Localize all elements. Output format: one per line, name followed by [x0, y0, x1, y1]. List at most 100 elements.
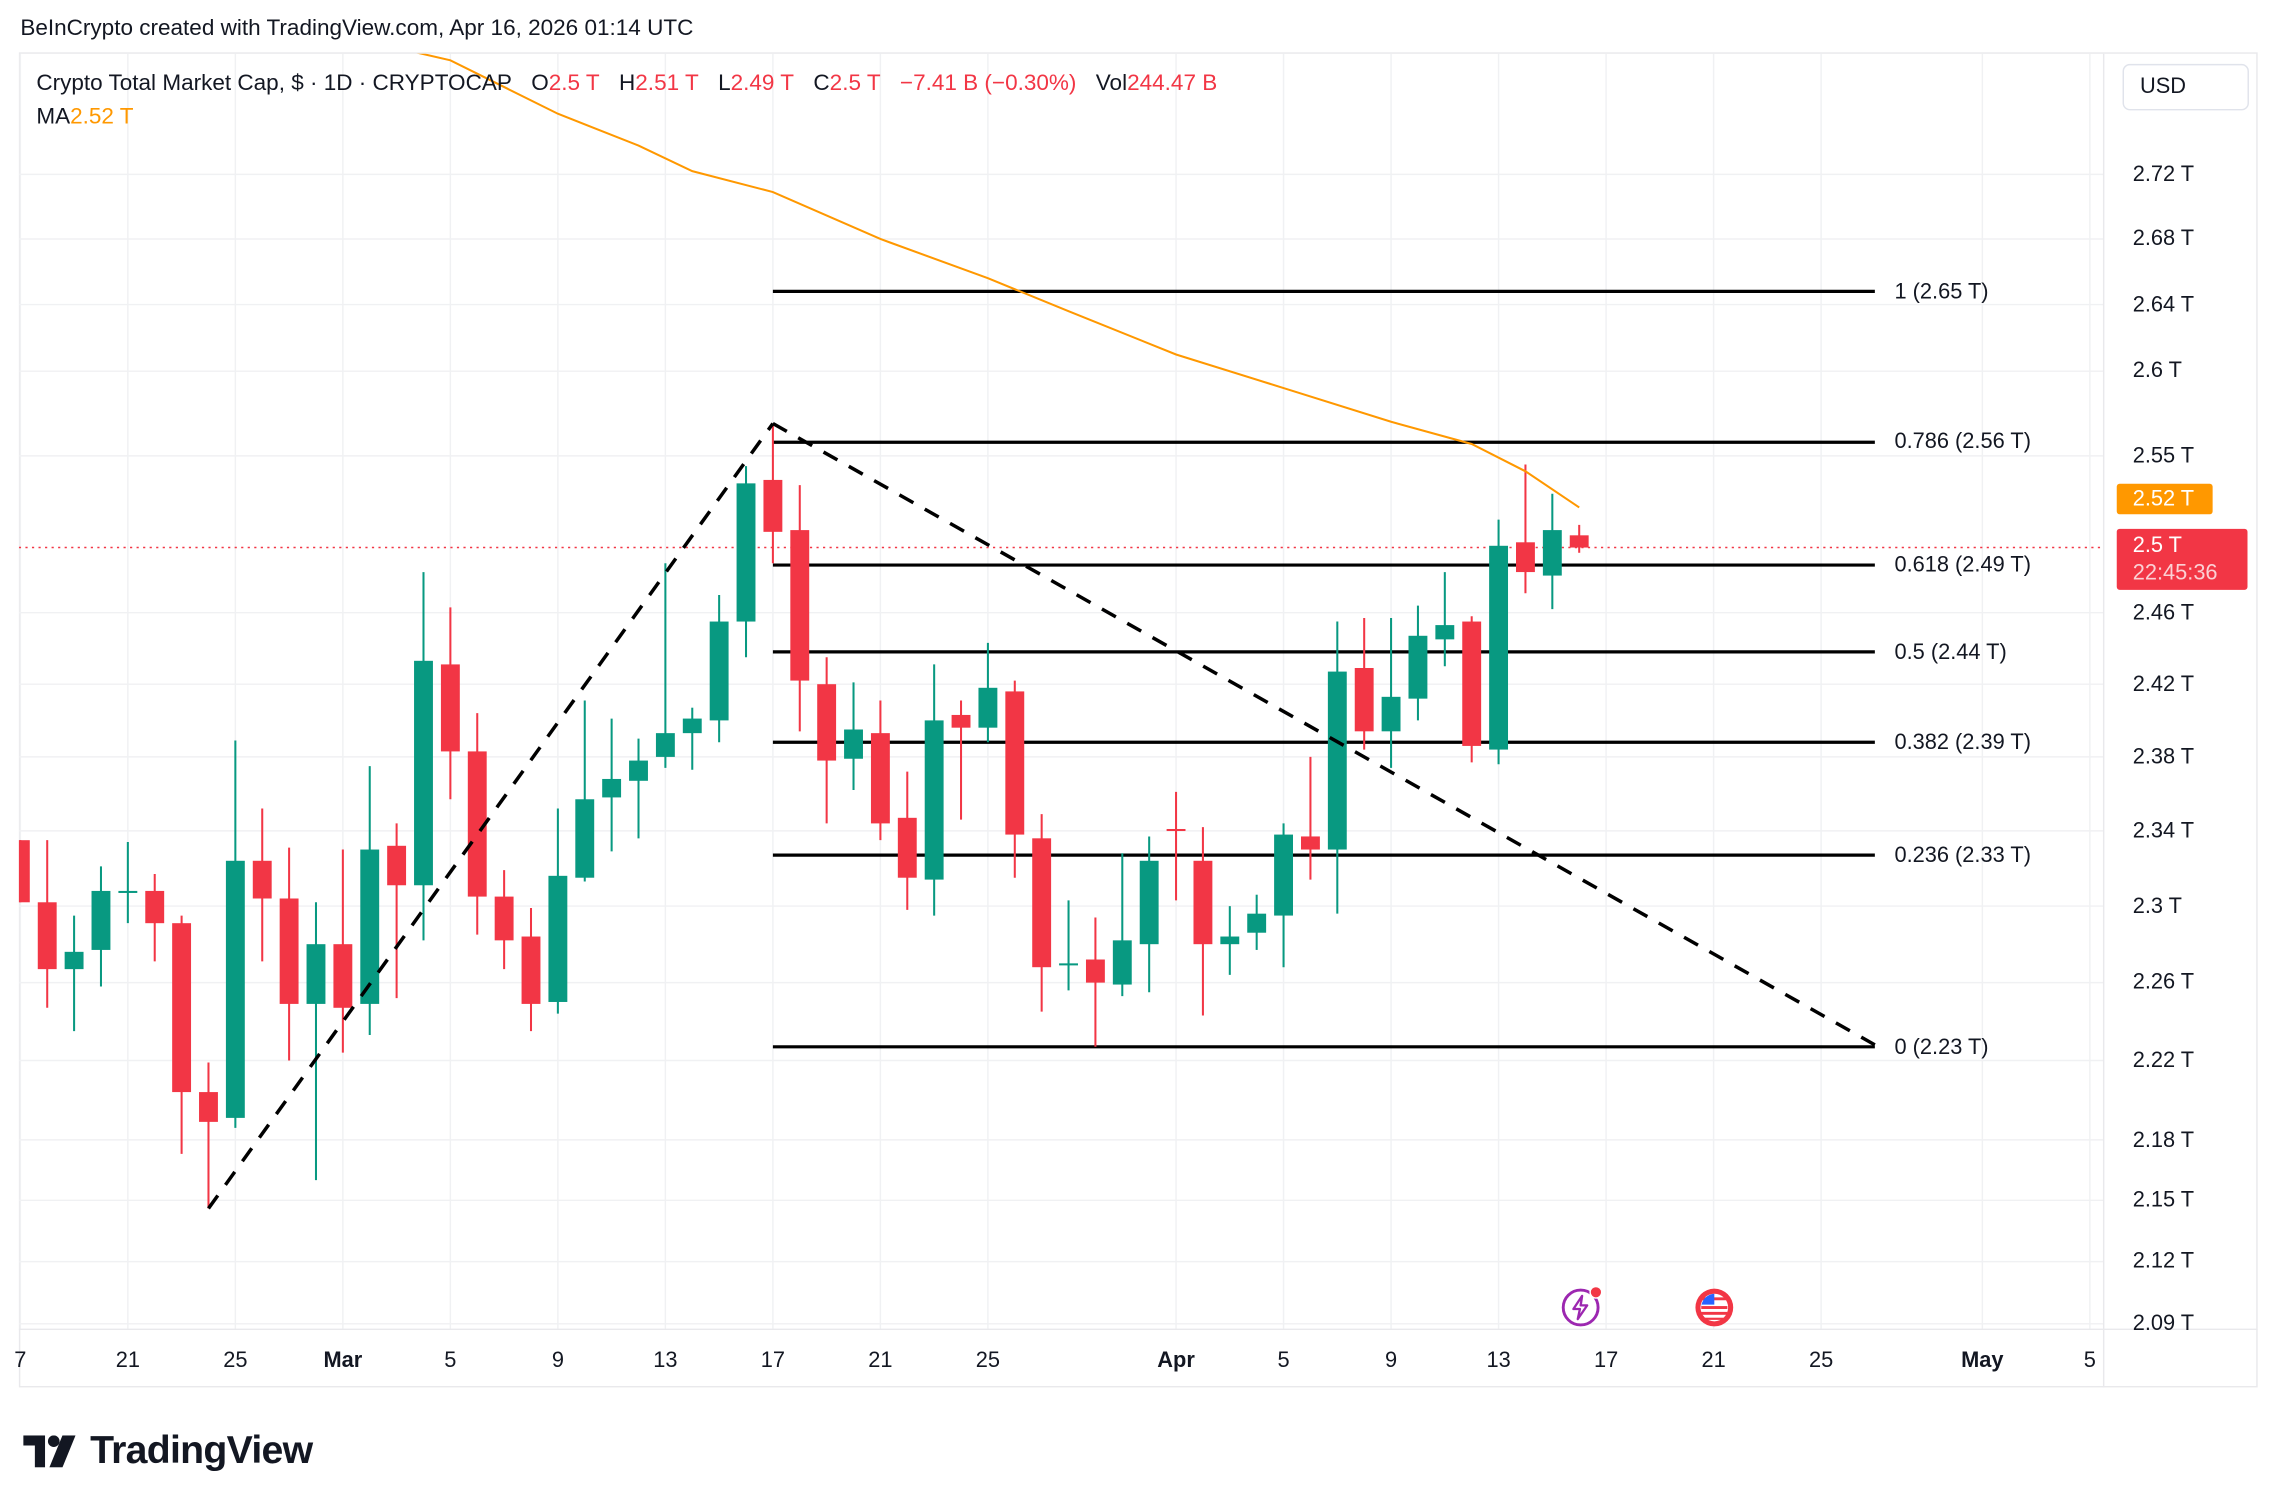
candle-body	[951, 714, 971, 728]
candle-body	[1569, 535, 1589, 548]
candle-body	[387, 845, 407, 886]
candle[interactable]	[1300, 756, 1320, 880]
ma-line[interactable]	[397, 48, 1580, 509]
symbol-name[interactable]: Crypto Total Market Cap, $ · 1D · CRYPTO…	[36, 71, 512, 96]
candle[interactable]	[1220, 906, 1240, 975]
candle[interactable]	[91, 866, 111, 987]
candle[interactable]	[440, 607, 460, 800]
candle[interactable]	[1381, 617, 1401, 768]
candle[interactable]	[1435, 572, 1455, 667]
candle-body	[64, 951, 84, 970]
candle[interactable]	[1005, 680, 1025, 878]
candle-body	[1112, 940, 1132, 985]
candle[interactable]	[1085, 917, 1105, 1047]
candle[interactable]	[360, 766, 380, 1036]
candle[interactable]	[817, 657, 837, 824]
candle[interactable]	[1569, 524, 1589, 553]
candle[interactable]	[763, 423, 783, 564]
candle-body	[18, 840, 30, 903]
candle[interactable]	[978, 642, 998, 743]
candle[interactable]	[1489, 519, 1509, 765]
bar-countdown: 22:45:36	[2132, 560, 2218, 586]
candle-body	[172, 923, 192, 1093]
candle-body	[279, 898, 299, 1004]
candle[interactable]	[1516, 464, 1535, 594]
us-flag-event-icon[interactable]	[1695, 1288, 1734, 1327]
candle[interactable]	[225, 740, 245, 1128]
candle[interactable]	[11, 840, 30, 903]
candle[interactable]	[1542, 493, 1562, 610]
candle[interactable]	[494, 870, 514, 970]
candle[interactable]	[682, 707, 702, 770]
close-value: 2.5 T	[829, 71, 881, 96]
candle[interactable]	[118, 842, 138, 924]
candle[interactable]	[414, 572, 433, 941]
dashed-trend-line[interactable]	[207, 422, 775, 1210]
candle-body	[763, 479, 783, 532]
dashed-trend-line[interactable]	[772, 421, 1876, 1047]
tradingview-logo-icon	[23, 1434, 76, 1467]
candle[interactable]	[145, 873, 165, 962]
candle-body	[736, 483, 756, 622]
candle[interactable]	[1166, 791, 1186, 901]
candle[interactable]	[1408, 605, 1428, 721]
lightning-event-icon[interactable]	[1561, 1285, 1603, 1327]
candle[interactable]	[1247, 894, 1267, 950]
candle-body	[1462, 621, 1482, 746]
candle[interactable]	[1193, 827, 1213, 1016]
candle[interactable]	[951, 700, 971, 820]
candle[interactable]	[387, 823, 407, 999]
candle[interactable]	[521, 907, 541, 1032]
candle[interactable]	[1462, 616, 1482, 763]
candle[interactable]	[306, 902, 326, 1181]
ma-price-tag: 2.52 T	[2116, 483, 2213, 515]
candle[interactable]	[1274, 823, 1294, 968]
candle[interactable]	[844, 682, 863, 791]
candle[interactable]	[467, 713, 487, 935]
tradingview-logo[interactable]: TradingView	[23, 1428, 313, 1473]
currency-button[interactable]: USD	[2122, 63, 2249, 111]
candle[interactable]	[548, 808, 568, 1014]
x-tick-label: 25	[223, 1348, 248, 1373]
candle-body	[467, 751, 487, 897]
candle[interactable]	[897, 771, 917, 910]
fib-level-label: 0.236 (2.33 T)	[1894, 842, 2031, 868]
candle[interactable]	[252, 808, 272, 962]
candle[interactable]	[199, 1062, 218, 1209]
candle[interactable]	[37, 840, 57, 1008]
candle[interactable]	[1139, 836, 1159, 993]
candle[interactable]	[790, 485, 810, 732]
candle[interactable]	[870, 700, 890, 841]
ma-legend[interactable]: MA2.52 T	[36, 105, 133, 131]
candle[interactable]	[1032, 814, 1052, 1012]
x-tick-label: 5	[444, 1348, 457, 1373]
candle-body	[1032, 838, 1052, 968]
candle[interactable]	[1059, 900, 1078, 991]
fib-level-label: 0.786 (2.56 T)	[1894, 429, 2031, 455]
candle-body	[360, 849, 380, 1004]
candle[interactable]	[924, 664, 944, 916]
candle[interactable]	[1327, 621, 1347, 914]
x-tick-label: May	[1961, 1348, 2004, 1373]
candle[interactable]	[172, 915, 192, 1154]
x-tick-label: 13	[653, 1348, 678, 1373]
symbol-legend: Crypto Total Market Cap, $ · 1D · CRYPTO…	[36, 71, 1217, 97]
fib-level-label: 0.382 (2.39 T)	[1894, 729, 2031, 755]
candle-body	[1408, 635, 1428, 699]
candle[interactable]	[333, 849, 353, 1053]
y-tick-label: 2.26 T	[2132, 970, 2195, 995]
candle[interactable]	[279, 847, 299, 1061]
candle-body	[225, 860, 245, 1118]
candle[interactable]	[575, 700, 595, 882]
candle[interactable]	[736, 466, 756, 658]
candle[interactable]	[602, 718, 622, 852]
x-tick-label: 25	[975, 1348, 1001, 1373]
high-label: H	[619, 71, 636, 96]
candle[interactable]	[709, 594, 729, 743]
candle[interactable]	[655, 563, 675, 768]
candle[interactable]	[64, 915, 84, 1032]
candle[interactable]	[1354, 617, 1374, 750]
candle[interactable]	[1112, 853, 1132, 997]
candle[interactable]	[629, 738, 648, 839]
